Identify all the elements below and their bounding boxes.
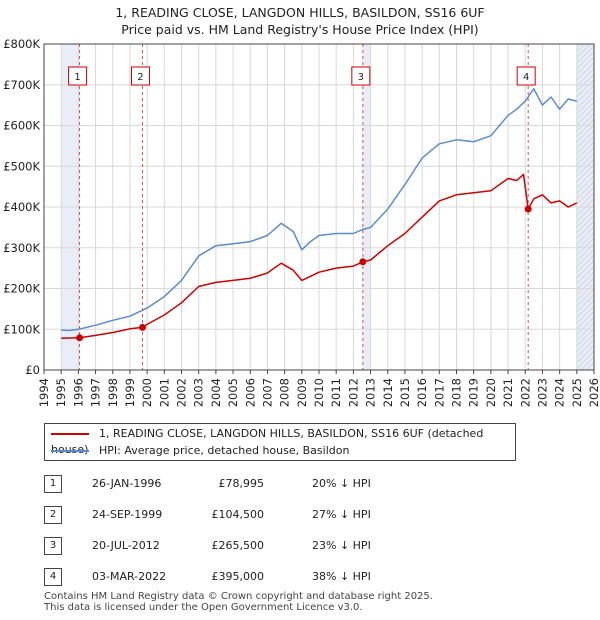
sale-date: 26-JAN-1996 <box>92 477 162 490</box>
sale-point <box>138 323 146 331</box>
x-tick-label: 2008 <box>278 378 292 407</box>
y-tick-label: £200K <box>3 282 40 296</box>
x-tick-label: 2024 <box>553 378 567 407</box>
x-tick-label: 2002 <box>175 378 189 407</box>
x-tick-label: 2015 <box>398 378 412 407</box>
line-chart: £0 £100K £200K £300K £400K £500K £600K £700K £80… <box>3 37 600 407</box>
sale-point <box>76 334 84 342</box>
x-tick-label: 1997 <box>89 378 103 407</box>
x-tick-label: 1994 <box>37 378 51 407</box>
sale-row: 3 20-JUL-2012 £265,500 23% ↓ HPI <box>0 536 600 558</box>
x-tick-label: 2011 <box>329 378 343 407</box>
legend-item-property: 1, READING CLOSE, LANGDON HILLS, BASILDO… <box>51 426 515 456</box>
sale-label-number: 3 <box>358 72 364 83</box>
x-tick-label: 2001 <box>157 378 171 407</box>
footer-copyright: Contains HM Land Registry data © Crown c… <box>44 591 433 602</box>
y-tick-label: £700K <box>3 78 40 92</box>
x-tick-label: 2000 <box>140 378 154 407</box>
x-tick-label: 2007 <box>260 378 274 407</box>
sale-price: £104,500 <box>211 508 265 521</box>
x-tick-label: 2017 <box>432 378 446 407</box>
sale-price: £395,000 <box>211 570 265 583</box>
x-tick-label: 2010 <box>312 378 326 407</box>
footer-license: This data is licensed under the Open Gov… <box>44 602 363 613</box>
sale-label-box <box>68 66 88 86</box>
x-tick-label: 2020 <box>484 378 498 407</box>
y-tick-label: £600K <box>3 119 40 133</box>
y-tick-label: £0 <box>25 363 40 377</box>
x-tick-label: 2025 <box>570 378 584 407</box>
x-tick-label: 2023 <box>535 378 549 407</box>
x-tick-label: 1995 <box>54 378 68 407</box>
x-tick-label: 2012 <box>346 378 360 407</box>
sale-label-box <box>130 66 150 86</box>
sale-hpi-diff: 20% ↓ HPI <box>312 477 371 490</box>
x-tick-label: 1996 <box>71 378 85 407</box>
sale-row: 1 26-JAN-1996 £78,995 20% ↓ HPI <box>0 474 600 496</box>
sale-point <box>359 258 367 266</box>
sale-hpi-diff: 38% ↓ HPI <box>312 570 371 583</box>
sale-number: 3 <box>44 537 62 555</box>
sale-hpi-diff: 27% ↓ HPI <box>312 508 371 521</box>
sale-date: 03-MAR-2022 <box>92 570 167 583</box>
legend-label-property: 1, READING CLOSE, LANGDON HILLS, BASILDO… <box>51 427 484 456</box>
y-tick-label: £500K <box>3 159 40 173</box>
x-tick-label: 2003 <box>192 378 206 407</box>
sale-price: £78,995 <box>218 477 265 490</box>
chart-title: 1, READING CLOSE, LANGDON HILLS, BASILDO… <box>115 5 485 20</box>
sale-label-box <box>516 66 536 86</box>
x-tick-label: 2004 <box>209 378 223 407</box>
sale-label-number: 1 <box>74 72 80 83</box>
sale-date: 20-JUL-2012 <box>92 539 160 552</box>
y-tick-label: £800K <box>3 37 40 51</box>
legend-item-hpi: HPI: Average price, detached house, Basi… <box>51 443 349 459</box>
series-line-hpi <box>61 88 577 332</box>
sale-point <box>524 205 532 213</box>
legend-swatch-property <box>51 433 89 435</box>
series-line-property <box>61 173 578 339</box>
x-tick-label: 1999 <box>123 378 137 407</box>
footer: Contains HM Land Registry data © Crown c… <box>44 591 433 613</box>
sale-date: 24-SEP-1999 <box>92 508 163 521</box>
x-tick-label: 2021 <box>501 378 515 407</box>
x-tick-label: 2013 <box>364 378 378 407</box>
sale-price: £265,500 <box>211 539 265 552</box>
chart-subtitle: Price paid vs. HM Land Registry's House … <box>121 22 479 37</box>
sale-hpi-diff: 23% ↓ HPI <box>312 539 371 552</box>
sale-row: 2 24-SEP-1999 £104,500 27% ↓ HPI <box>0 505 600 527</box>
legend-label-hpi: HPI: Average price, detached house, Basi… <box>99 444 350 457</box>
x-tick-label: 2022 <box>518 378 532 407</box>
x-tick-label: 1998 <box>106 378 120 407</box>
sale-number: 4 <box>44 568 62 586</box>
plot-border <box>43 43 595 371</box>
x-tick-label: 2009 <box>295 378 309 407</box>
x-tick-label: 2005 <box>226 378 240 407</box>
y-tick-label: £400K <box>3 200 40 214</box>
sale-label-number: 4 <box>523 72 529 83</box>
sale-number: 2 <box>44 506 62 524</box>
legend-swatch-hpi <box>51 450 89 452</box>
sale-number: 1 <box>44 475 62 493</box>
x-tick-label: 2016 <box>415 378 429 407</box>
y-tick-label: £100K <box>3 322 40 336</box>
x-tick-label: 2019 <box>467 378 481 407</box>
x-tick-label: 2026 <box>587 378 600 407</box>
y-tick-label: £300K <box>3 241 40 255</box>
x-tick-label: 2014 <box>381 378 395 407</box>
sale-label-box <box>351 66 371 86</box>
x-tick-label: 2006 <box>243 378 257 407</box>
sale-row: 4 03-MAR-2022 £395,000 38% ↓ HPI <box>0 567 600 589</box>
sale-label-number: 2 <box>137 72 143 83</box>
chart-legend: 1, READING CLOSE, LANGDON HILLS, BASILDO… <box>44 423 516 461</box>
x-tick-label: 2018 <box>450 378 464 407</box>
